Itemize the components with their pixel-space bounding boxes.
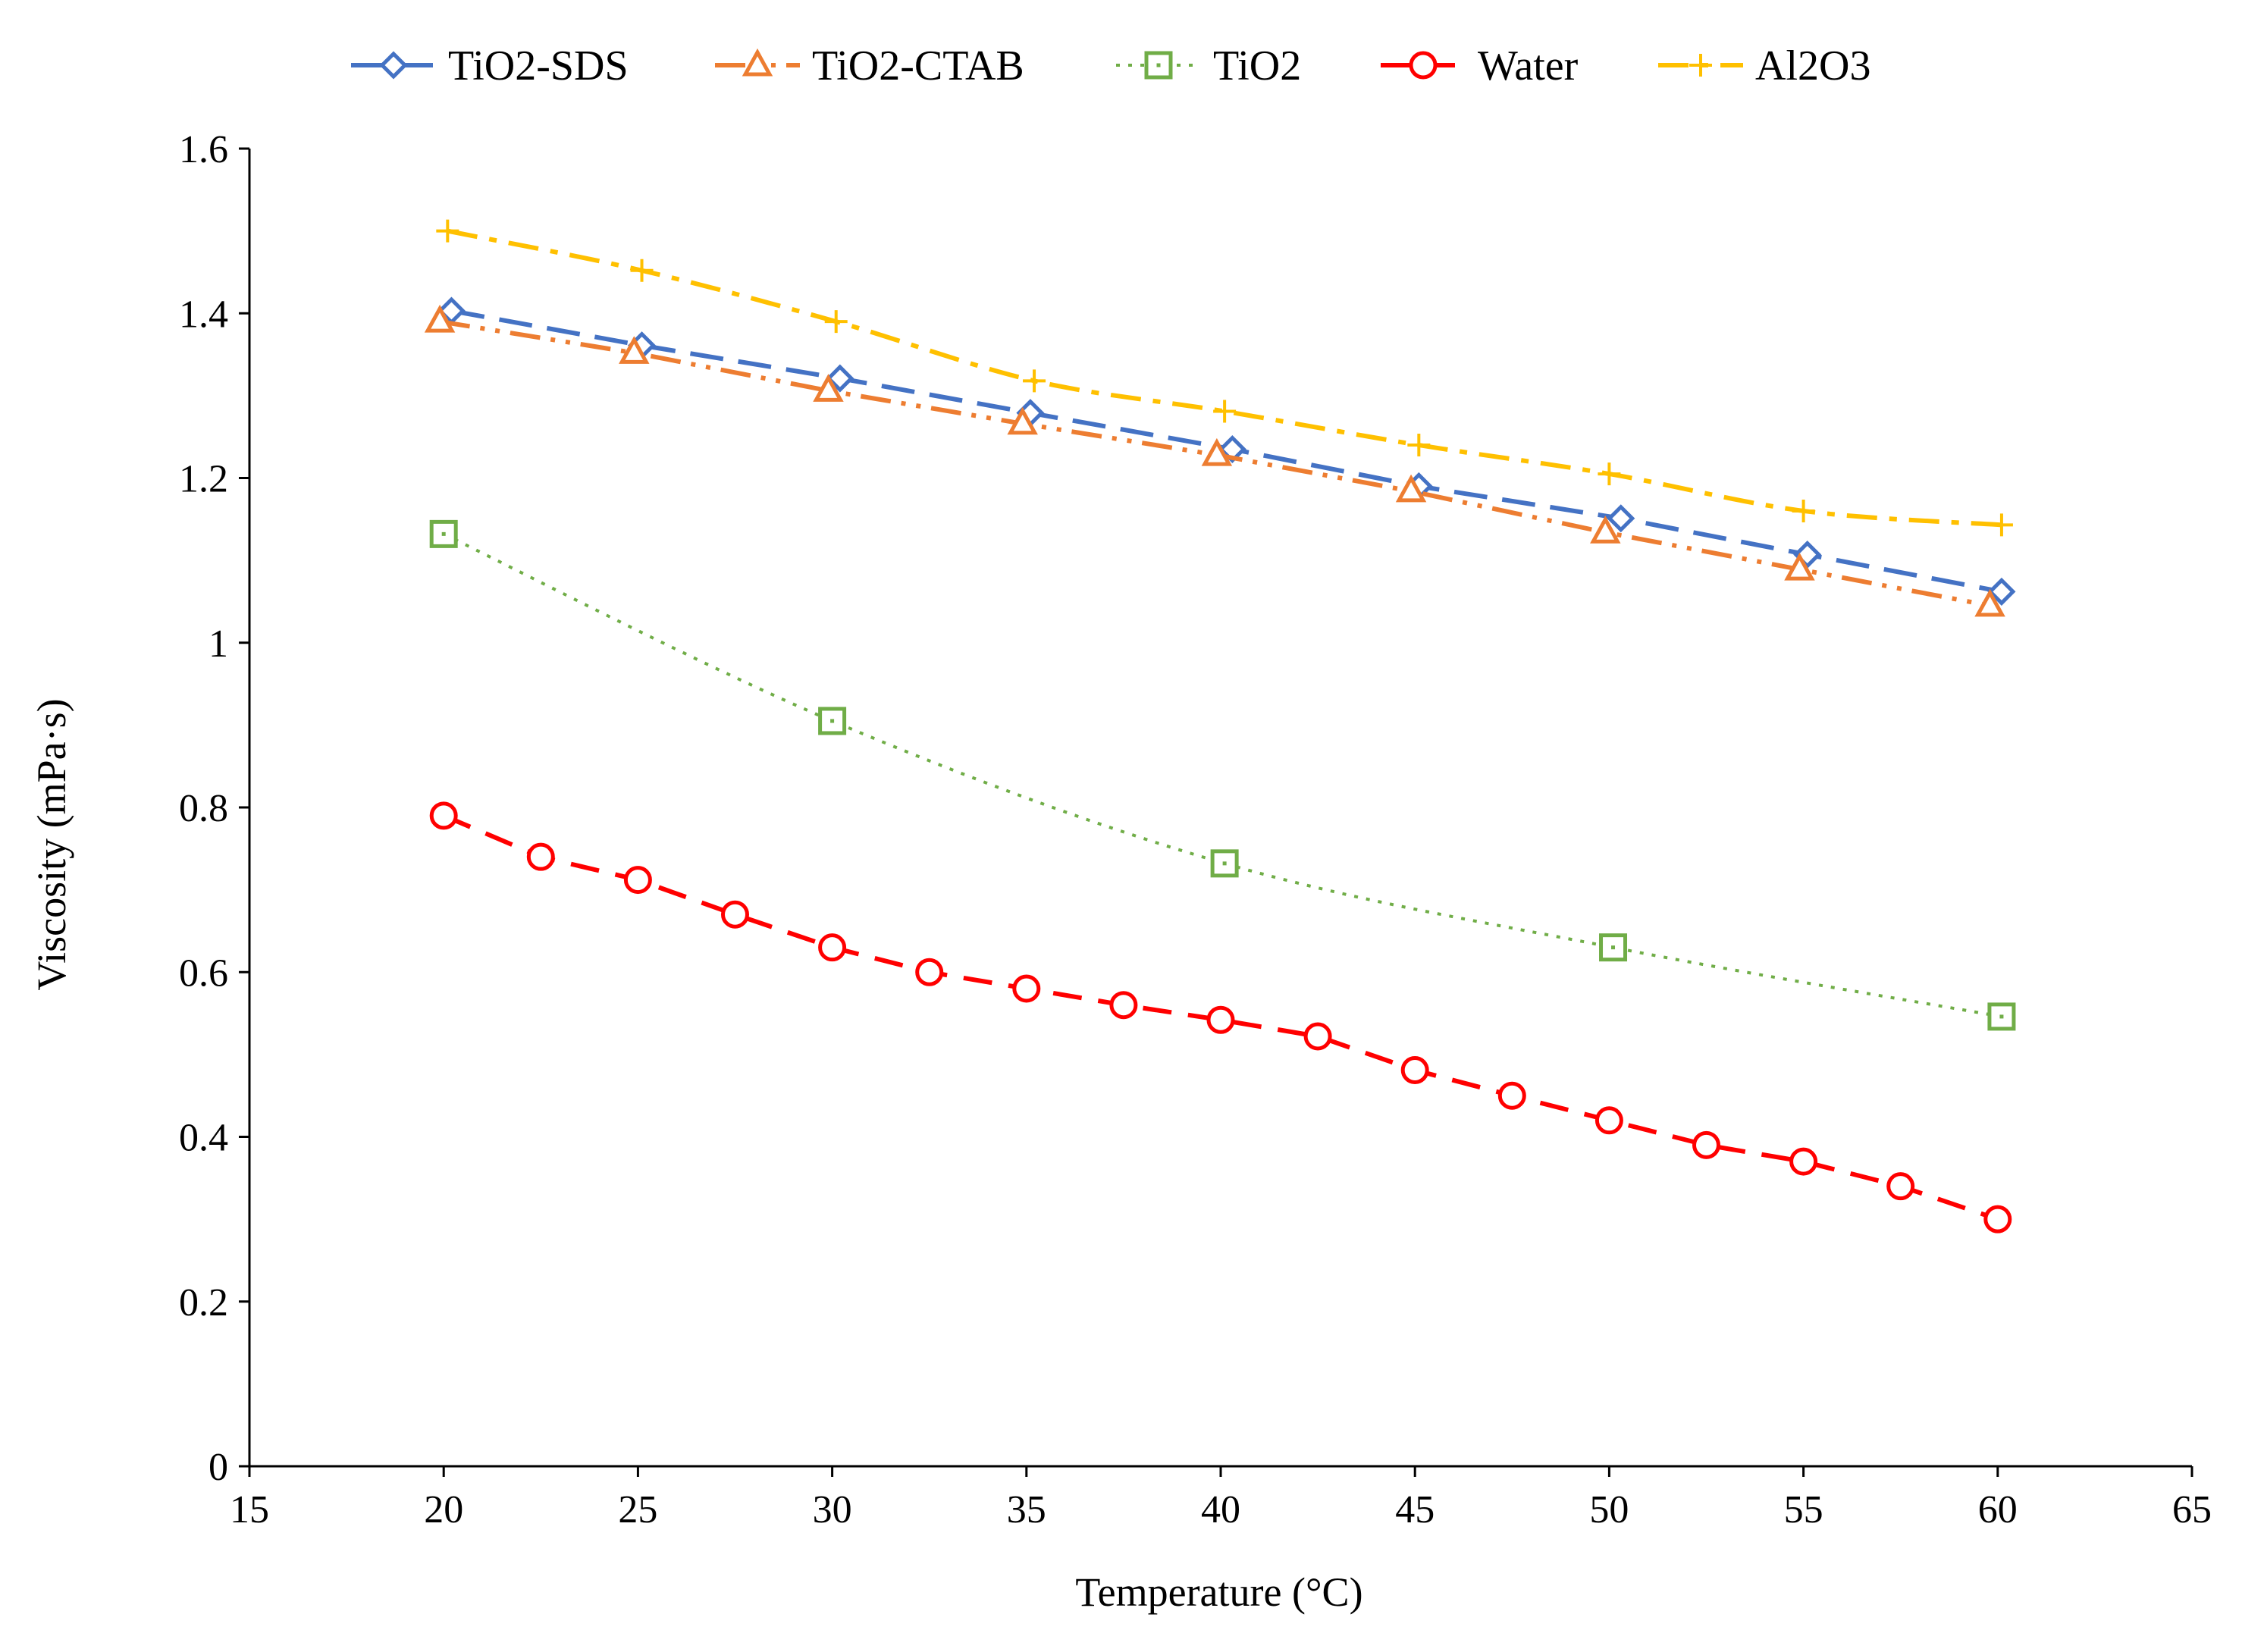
y-axis-title: Viscosity (mPa·s) bbox=[29, 698, 74, 990]
data-point-water bbox=[526, 842, 555, 871]
legend-item-tio2: TiO2 bbox=[1116, 42, 1301, 89]
data-point-tio2 bbox=[1599, 933, 1628, 962]
x-tick-label: 35 bbox=[1007, 1488, 1046, 1531]
legend-marker bbox=[1409, 51, 1438, 80]
data-point-water bbox=[429, 801, 458, 830]
y-tick-label: 0.4 bbox=[179, 1117, 228, 1160]
x-tick-label: 15 bbox=[230, 1488, 269, 1531]
series-tio2 bbox=[429, 519, 2016, 1031]
legend-label: TiO2-SDS bbox=[448, 42, 629, 89]
data-point-tio2 bbox=[1987, 1002, 2016, 1031]
x-tick-label: 20 bbox=[424, 1488, 463, 1531]
data-point-al2o3 bbox=[1407, 434, 1431, 457]
legend-label: TiO2-CTAB bbox=[812, 42, 1024, 89]
y-tick-label: 0.6 bbox=[179, 951, 228, 995]
x-tick-label: 55 bbox=[1784, 1488, 1823, 1531]
data-point-water bbox=[623, 866, 652, 895]
data-point-water bbox=[1206, 1005, 1235, 1034]
legend-item-water: Water bbox=[1381, 42, 1579, 89]
y-tick-label: 0 bbox=[209, 1446, 228, 1489]
legend-marker bbox=[742, 48, 773, 77]
data-point-al2o3 bbox=[824, 310, 848, 334]
series-line-water bbox=[443, 813, 1999, 1221]
legend-item-tio2-ctab: TiO2-CTAB bbox=[715, 42, 1024, 89]
data-point-tio2 bbox=[818, 707, 847, 735]
data-point-tio2-ctab bbox=[1201, 437, 1233, 466]
y-tick-label: 1.4 bbox=[179, 293, 228, 336]
x-tick-label: 50 bbox=[1589, 1488, 1629, 1531]
data-point-tio2-ctab bbox=[1974, 588, 2005, 617]
legend-label: Water bbox=[1478, 42, 1579, 89]
data-point-tio2-sds bbox=[826, 364, 854, 393]
data-point-water bbox=[1303, 1022, 1332, 1051]
data-point-water bbox=[1497, 1081, 1526, 1110]
data-point-water bbox=[1983, 1205, 2012, 1234]
data-point-al2o3 bbox=[1598, 462, 1621, 486]
y-tick-label: 1 bbox=[209, 622, 228, 666]
data-point-al2o3 bbox=[436, 219, 459, 243]
data-point-tio2-ctab bbox=[813, 374, 844, 402]
data-point-water bbox=[1886, 1172, 1915, 1201]
data-point-al2o3 bbox=[1023, 369, 1046, 393]
legend-marker bbox=[379, 51, 408, 80]
data-point-water bbox=[1012, 974, 1041, 1003]
data-point-tio2-sds bbox=[1987, 577, 2016, 606]
data-point-tio2-ctab bbox=[1395, 474, 1427, 503]
y-tick-label: 0.8 bbox=[179, 787, 228, 830]
y-tick-label: 0.2 bbox=[179, 1281, 228, 1324]
series-water bbox=[429, 801, 2012, 1234]
legend: TiO2-SDS TiO2-CTAB TiO2 Water Al2O3 bbox=[351, 42, 1870, 89]
series-tio2-sds bbox=[437, 296, 2016, 606]
y-tick-label: 1.2 bbox=[179, 458, 228, 501]
x-tick-label: 45 bbox=[1395, 1488, 1435, 1531]
x-axis-title: Temperature (°C) bbox=[1075, 1569, 1362, 1615]
data-point-water bbox=[721, 900, 749, 929]
data-point-water bbox=[1109, 991, 1138, 1020]
x-tick-label: 30 bbox=[813, 1488, 852, 1531]
legend-marker bbox=[1144, 51, 1173, 80]
plot-lines bbox=[424, 219, 2016, 1234]
data-point-water bbox=[1692, 1130, 1720, 1159]
data-point-tio2-ctab bbox=[424, 304, 456, 333]
axes: 15 20 25 30 35 40 45 50 55 60 65 0 0.2 0.4 0.6 0.8 1 1.2 1… bbox=[179, 128, 2212, 1531]
x-tick-label: 40 bbox=[1201, 1488, 1240, 1531]
data-point-tio2 bbox=[1210, 849, 1239, 878]
x-tick-label: 25 bbox=[618, 1488, 657, 1531]
data-point-tio2-ctab bbox=[1590, 516, 1621, 544]
data-point-al2o3 bbox=[1792, 499, 1815, 522]
data-point-tio2-sds bbox=[1607, 504, 1635, 533]
legend-label: TiO2 bbox=[1213, 42, 1301, 89]
data-point-tio2-ctab bbox=[619, 336, 650, 364]
data-point-tio2 bbox=[429, 519, 458, 548]
series-line-tio2 bbox=[443, 532, 2002, 1018]
legend-item-al2o3: Al2O3 bbox=[1658, 42, 1870, 89]
data-point-al2o3 bbox=[630, 259, 654, 282]
x-tick-label: 65 bbox=[2172, 1488, 2212, 1531]
legend-marker bbox=[1689, 54, 1712, 77]
data-point-water bbox=[818, 933, 847, 962]
data-point-tio2-ctab bbox=[1784, 552, 1815, 581]
data-point-al2o3 bbox=[1990, 513, 2013, 537]
legend-item-tio2-sds: TiO2-SDS bbox=[351, 42, 629, 89]
data-point-water bbox=[1594, 1106, 1623, 1135]
series-al2o3 bbox=[436, 219, 2013, 537]
data-point-al2o3 bbox=[1213, 400, 1237, 423]
data-point-water bbox=[1789, 1147, 1818, 1176]
data-point-water bbox=[1400, 1056, 1429, 1085]
y-tick-label: 1.6 bbox=[179, 128, 228, 171]
data-point-water bbox=[915, 958, 944, 986]
x-tick-label: 60 bbox=[1978, 1488, 2018, 1531]
series-line-al2o3 bbox=[447, 228, 2002, 528]
series-tio2-ctab bbox=[424, 304, 2005, 617]
data-point-tio2-ctab bbox=[1007, 406, 1038, 435]
legend-label: Al2O3 bbox=[1755, 42, 1870, 89]
